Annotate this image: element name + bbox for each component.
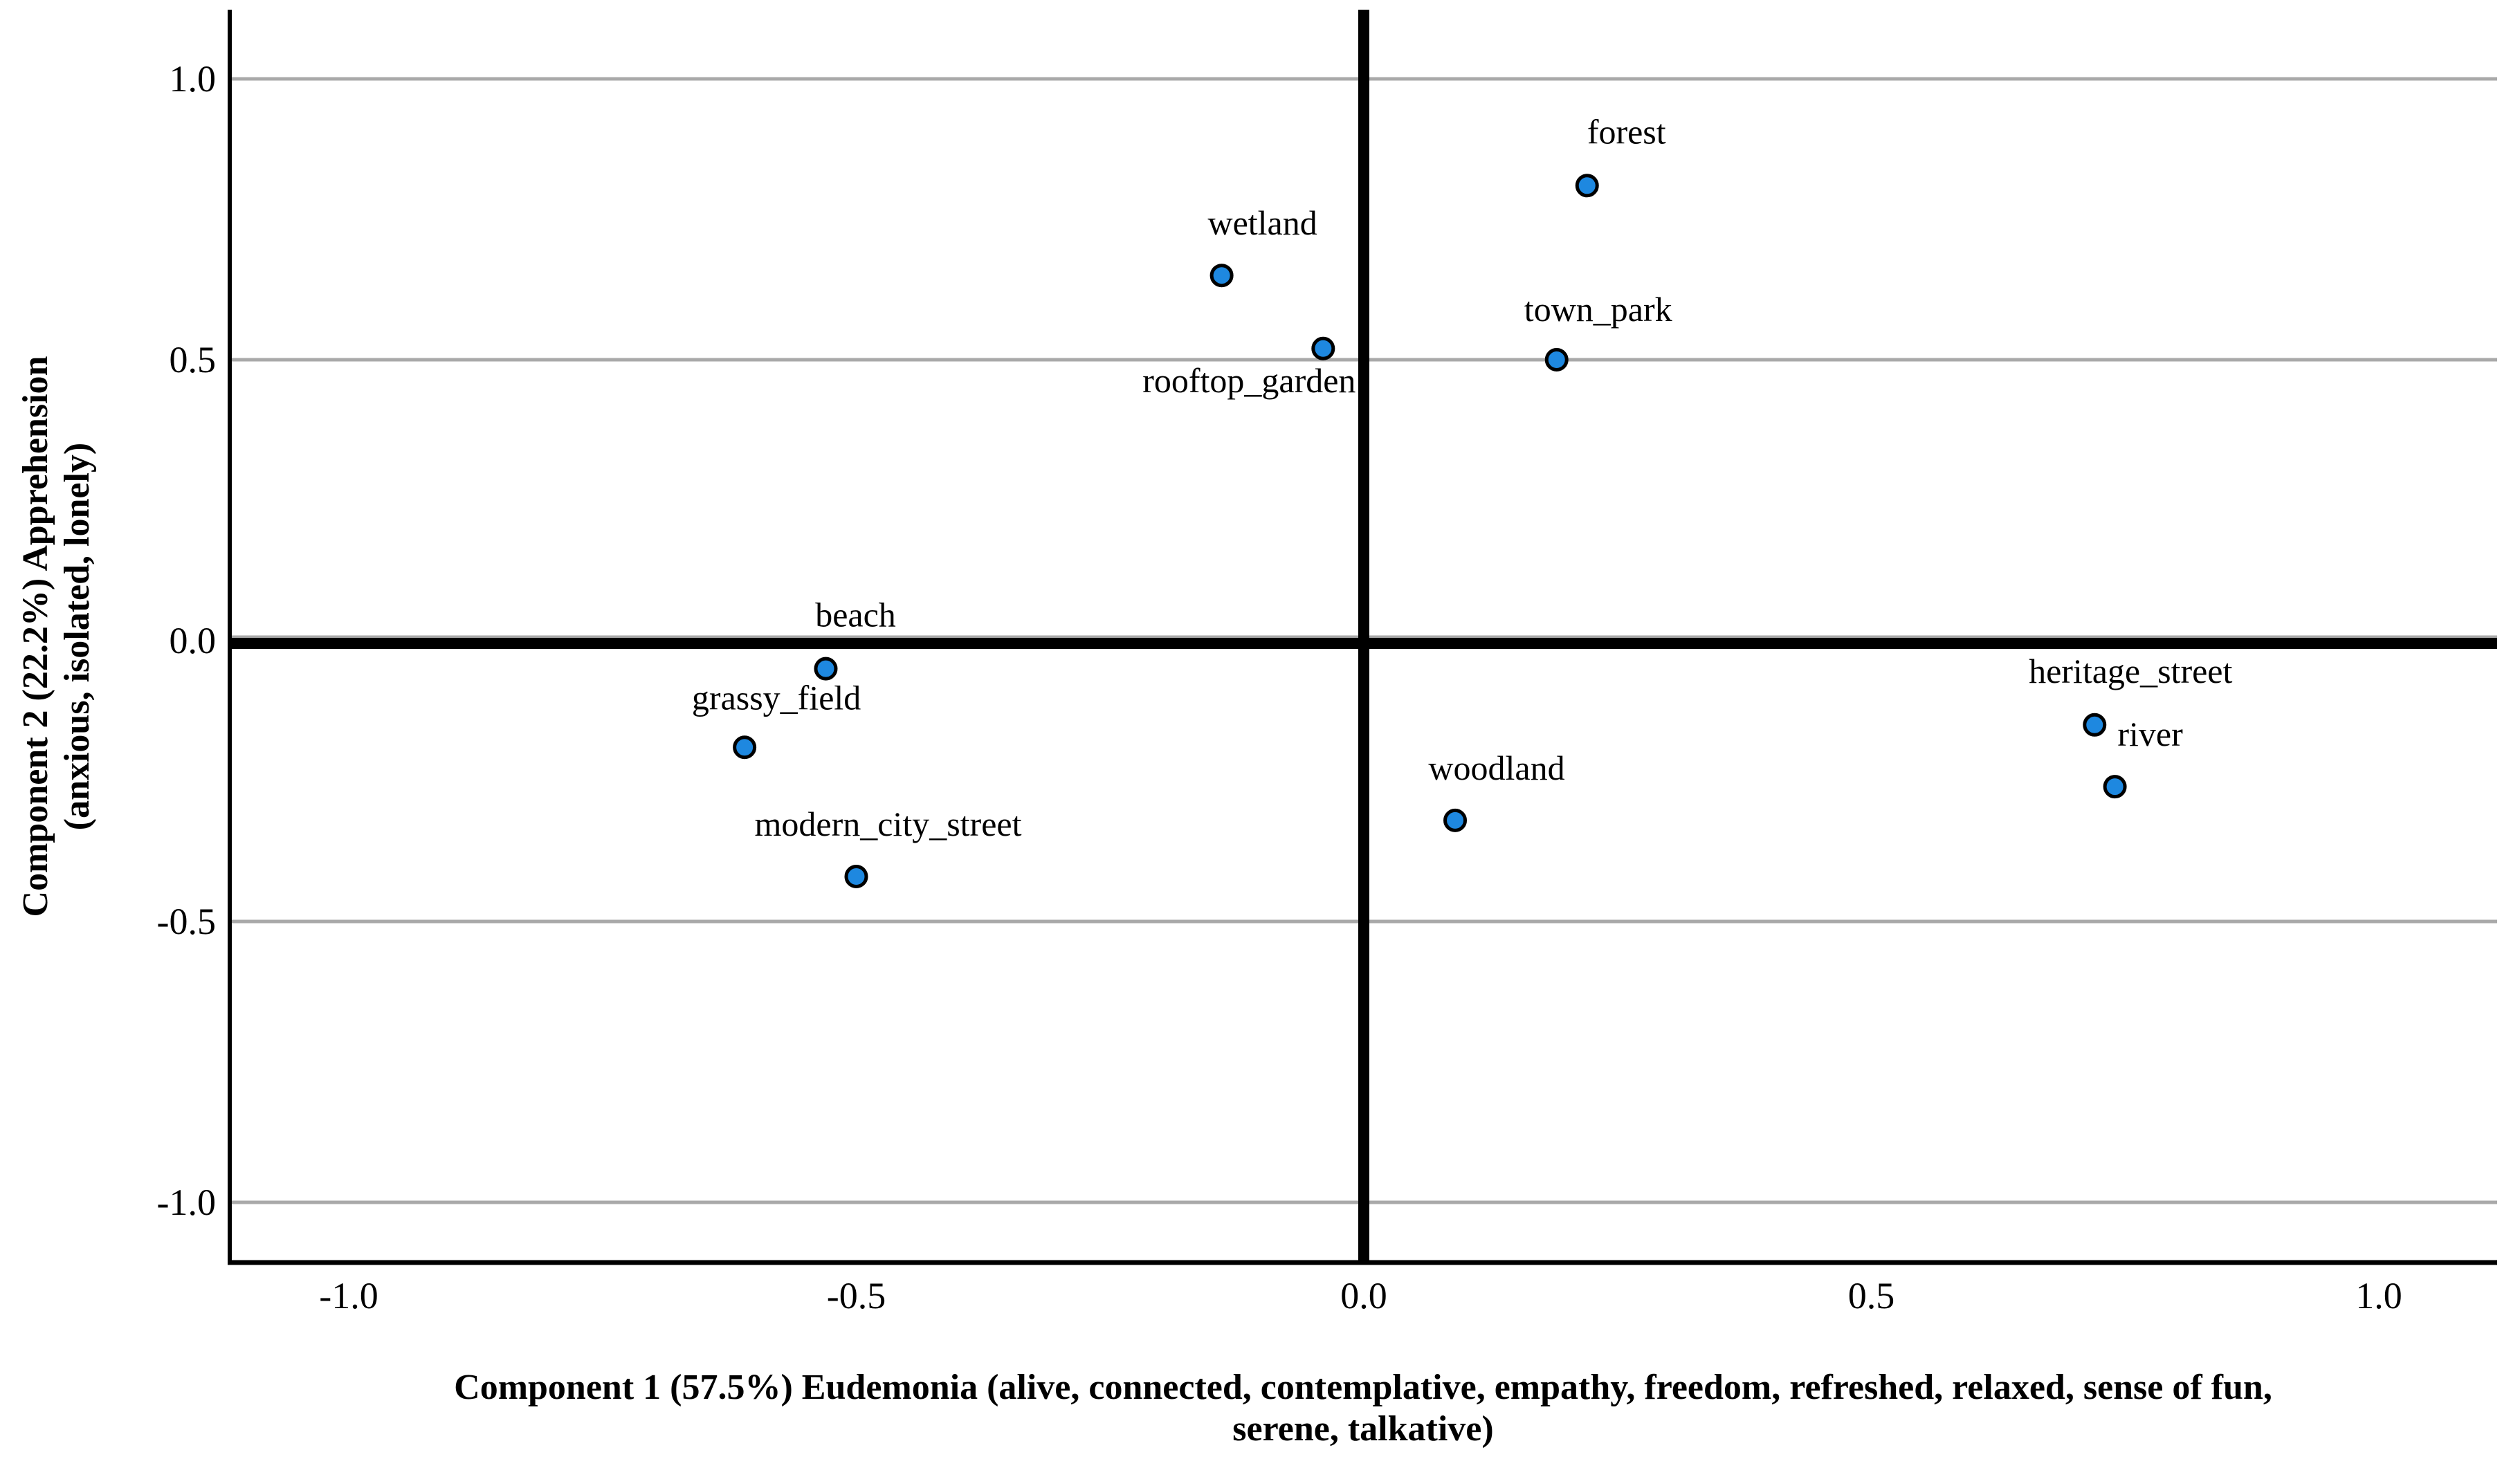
y-tick-label: 0.5 bbox=[170, 339, 217, 380]
data-point-label-river: river bbox=[2117, 715, 2183, 753]
data-point-river bbox=[2103, 775, 2127, 799]
data-point-woodland bbox=[1443, 808, 1468, 832]
data-point-label-woodland: woodland bbox=[1428, 749, 1564, 787]
data-point-label-wetland: wetland bbox=[1207, 203, 1317, 242]
data-point-wetland bbox=[1209, 264, 1234, 288]
data-point-beach bbox=[814, 657, 838, 681]
y-tick-label: -0.5 bbox=[157, 901, 216, 942]
axis-line-layer bbox=[230, 10, 2497, 1263]
y-axis-title-line1: Component 2 (22.2%) Apprehension bbox=[16, 356, 55, 917]
y-axis-title-line2: (anxious, isolated, lonely) bbox=[57, 443, 97, 831]
data-point-town_park bbox=[1544, 348, 1569, 371]
data-point-layer: forest wetland rooftop_garden town_parkbeac… bbox=[692, 112, 2232, 889]
data-point-label-heritage_street: heritage_street bbox=[2029, 652, 2232, 690]
data-point-label-rooftop_garden: rooftop_garden bbox=[1142, 361, 1355, 400]
y-tick-label: -1.0 bbox=[157, 1182, 216, 1223]
x-tick-label: 0.0 bbox=[1340, 1275, 1387, 1316]
data-point-grassy_field bbox=[733, 735, 757, 760]
x-tick-label: -1.0 bbox=[319, 1275, 378, 1316]
data-point-label-forest: forest bbox=[1587, 112, 1666, 151]
data-point-label-beach: beach bbox=[815, 596, 896, 634]
tick-label-layer: -1.0 -0.5 0.0 0.5 1.0 1.0 0.5 0.0 -0.5 -1.0 bbox=[157, 58, 2402, 1316]
x-axis-title-line1: Component 1 (57.5%) Eudemonia (alive, co… bbox=[454, 1368, 2272, 1407]
data-point-label-modern_city_street: modern_city_street bbox=[755, 805, 1022, 843]
data-point-heritage_street bbox=[2083, 713, 2107, 737]
x-axis-title-line2: serene, talkative) bbox=[1232, 1409, 1493, 1449]
data-point-modern_city_street bbox=[844, 865, 868, 889]
data-point-rooftop_garden bbox=[1311, 336, 1335, 360]
data-point-label-town_park: town_park bbox=[1524, 290, 1672, 329]
x-tick-label: -0.5 bbox=[827, 1275, 886, 1316]
data-point-forest bbox=[1575, 174, 1599, 198]
x-tick-label: 1.0 bbox=[2355, 1275, 2402, 1316]
y-tick-label: 1.0 bbox=[170, 58, 217, 100]
x-tick-label: 0.5 bbox=[1848, 1275, 1895, 1316]
data-point-label-grassy_field: grassy_field bbox=[692, 678, 861, 717]
y-tick-label: 0.0 bbox=[170, 620, 217, 661]
